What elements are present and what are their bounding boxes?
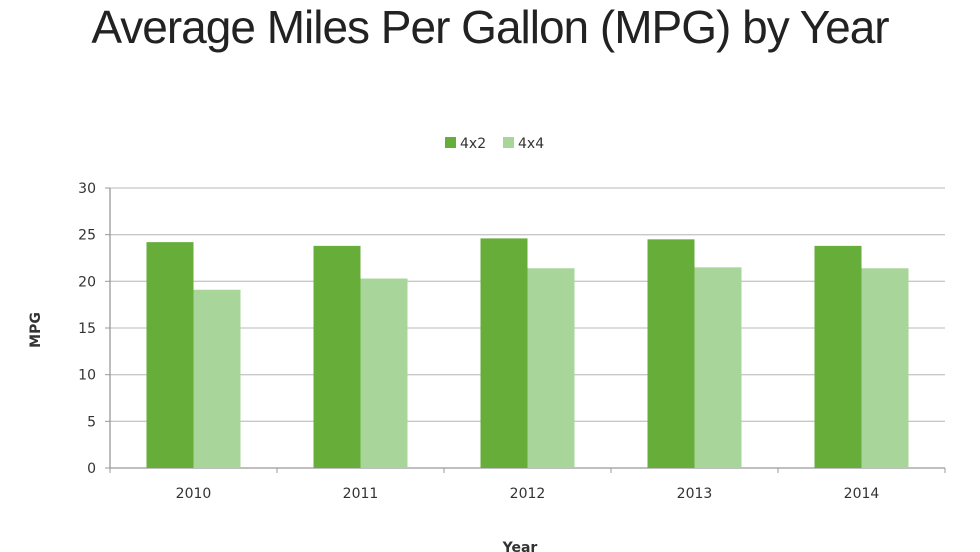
y-tick-label: 15 [78,321,96,337]
bar-4x2-2014 [814,245,862,468]
y-tick-label: 5 [87,414,96,430]
x-tick-label: 2013 [677,486,713,502]
chart-title: Average Miles Per Gallon (MPG) by Year [91,1,889,53]
bar-4x4-2014 [861,268,909,468]
bar-4x4-2012 [527,268,575,468]
legend-label-4x2: 4x2 [460,136,486,152]
y-tick-label: 0 [87,461,96,477]
x-tick-label: 2012 [510,486,546,502]
bar-4x4-2013 [694,267,742,468]
legend-label-4x4: 4x4 [518,136,544,152]
x-tick-label: 2010 [176,486,212,502]
bar-4x2-2012 [480,238,528,468]
y-tick-label: 25 [78,228,96,244]
bar-4x4-2011 [360,278,408,468]
bar-4x2-2010 [146,242,194,468]
x-tick-label: 2014 [844,486,880,502]
y-tick-label: 30 [78,181,96,197]
legend-swatch-4x2 [445,137,456,148]
bar-4x4-2010 [193,289,241,468]
x-tick-label: 2011 [343,486,379,502]
x-axis-title: Year [502,540,538,552]
y-tick-label: 20 [78,274,96,290]
y-tick-label: 10 [78,368,96,384]
y-axis-title: MPG [28,312,44,348]
bar-4x2-2013 [647,239,695,468]
bar-4x2-2011 [313,245,361,468]
legend-swatch-4x4 [503,137,514,148]
